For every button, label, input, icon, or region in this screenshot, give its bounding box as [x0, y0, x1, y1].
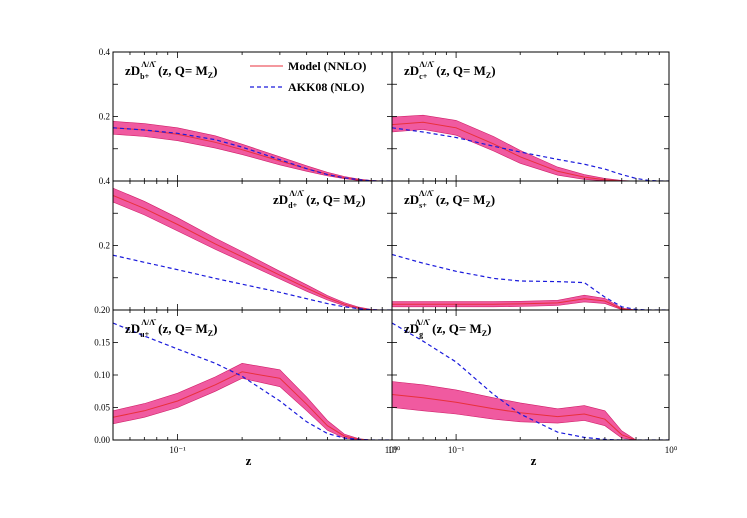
panel-label-suffix: (z, Q= M — [429, 321, 482, 336]
panel-label-suffix: (z, Q= M — [155, 63, 208, 78]
y-tick-label: 0.2 — [99, 241, 110, 251]
band-d-model — [113, 187, 392, 310]
x-tick-label: 10⁻¹ — [169, 445, 186, 455]
panel-label-suffix: (z, Q= M — [433, 192, 486, 207]
panel-label-suffix: (z, Q= M — [303, 192, 356, 207]
panel-plot-area — [392, 322, 669, 440]
panel-label-sup: Λ/Λ̄ — [289, 189, 305, 198]
panel-d: 0.4 0.2 zDd+ Λ/Λ̄ (z, Q= MZ) — [99, 176, 393, 311]
line-c-akk — [392, 127, 669, 181]
panel-label-qsub: Z — [208, 71, 213, 80]
panel-label-d: zDd+ Λ/Λ̄ (z, Q= MZ) — [273, 189, 365, 210]
line-c-model-central — [392, 121, 669, 181]
panel-label-sup: Λ/Λ̄ — [141, 60, 157, 69]
panel-label-s: zDs+ Λ/Λ̄ (z, Q= MZ) — [404, 189, 495, 210]
panel-label-sup: Λ/Λ̄ — [419, 189, 435, 198]
panel-plot-area — [113, 322, 392, 440]
panel-label-sub: b+ — [140, 72, 149, 81]
panel-plot-area — [113, 120, 392, 181]
panel-label-close: ) — [491, 192, 495, 207]
y-tick-label: 0.15 — [94, 338, 110, 348]
panel-label-prefix: zD — [273, 192, 288, 207]
panel-label-close: ) — [487, 321, 491, 336]
panel-c: zDc+ Λ/Λ̄ (z, Q= MZ) — [391, 51, 670, 182]
panel-label-c: zDc+ Λ/Λ̄ (z, Q= MZ) — [404, 60, 496, 81]
x-tick-label-end: 10⁰ — [388, 445, 401, 455]
panel-s: zDs+ Λ/Λ̄ (z, Q= MZ) — [391, 180, 670, 311]
panel-label-prefix: zD — [404, 63, 419, 78]
panel-label-close: ) — [213, 321, 217, 336]
y-tick-label: 0.20 — [94, 305, 110, 315]
panel-label-qsub: Z — [485, 200, 490, 209]
panel-label-b: zDb+ Λ/Λ̄ (z, Q= MZ) — [125, 60, 217, 81]
panel-label-close: ) — [213, 63, 217, 78]
panel-plot-area — [392, 114, 669, 181]
panel-label-qsub: Z — [356, 200, 361, 209]
y-tick-label: 0.05 — [94, 403, 110, 413]
panel-u: 0.20 0.15 0.10 0.05 0.00 10⁻¹ 10⁰ z zDu+ Λ/Λ̄ (z,… — [94, 305, 400, 468]
panel-label-sup: Λ/Λ̄ — [415, 318, 431, 327]
x-tick-label: 10⁻¹ — [448, 445, 465, 455]
line-d-akk — [113, 254, 392, 310]
panel-label-qsub: Z — [208, 329, 213, 338]
panel-label-sub: c+ — [419, 72, 428, 81]
line-u-model-central — [113, 371, 392, 440]
line-u-akk — [113, 322, 392, 440]
panel-label-prefix: zD — [125, 321, 140, 336]
panel-label-qsub: Z — [482, 329, 487, 338]
panel-label-g: zDg Λ/Λ̄ (z, Q= MZ) — [404, 318, 491, 339]
band-u-model — [113, 362, 392, 440]
panel-label-suffix: (z, Q= M — [433, 63, 486, 78]
panel-label-close: ) — [361, 192, 365, 207]
y-tick-label: 0.4 — [99, 176, 111, 186]
panel-label-qsub: Z — [486, 71, 491, 80]
panel-label-sup: Λ/Λ̄ — [419, 60, 435, 69]
y-tick-label: 0.4 — [99, 47, 111, 57]
panel-label-prefix: zD — [404, 321, 419, 336]
y-tick-label: 0.10 — [94, 370, 110, 380]
legend: Model (NNLO) AKK08 (NLO) — [250, 59, 366, 94]
panel-plot-area — [392, 253, 669, 310]
line-b-akk — [113, 127, 392, 181]
legend-label-model: Model (NNLO) — [288, 59, 366, 73]
x-axis-title: z — [531, 453, 537, 468]
line-s-akk — [392, 253, 669, 310]
x-axis-title: z — [246, 453, 252, 468]
band-g-model — [392, 381, 669, 440]
panel-label-sup: Λ/Λ̄ — [141, 318, 157, 327]
band-c-model — [392, 114, 669, 181]
x-tick-label-end: 10⁰ — [665, 445, 678, 455]
panel-label-close: ) — [491, 63, 495, 78]
panel-label-prefix: zD — [125, 63, 140, 78]
y-tick-label: 0.2 — [99, 112, 110, 122]
panel-label-suffix: (z, Q= M — [155, 321, 208, 336]
panel-label-sub: g — [419, 330, 423, 339]
panel-label-u: zDu+ Λ/Λ̄ (z, Q= MZ) — [125, 318, 217, 339]
band-s-model — [392, 294, 669, 310]
y-tick-label: 0.00 — [94, 435, 110, 445]
panel-label-sub: d+ — [288, 201, 297, 210]
line-g-model-central — [392, 394, 669, 440]
panel-label-sub: u+ — [140, 330, 149, 339]
x-tick-label-start: 10⁰ — [385, 445, 398, 455]
panel-g: 10⁻¹ 10⁰ 10⁰ z zDg Λ/Λ̄ (z, Q= MZ) — [385, 309, 678, 468]
panel-label-prefix: zD — [404, 192, 419, 207]
panel-label-sub: s+ — [419, 201, 427, 210]
legend-label-akk: AKK08 (NLO) — [288, 80, 364, 94]
